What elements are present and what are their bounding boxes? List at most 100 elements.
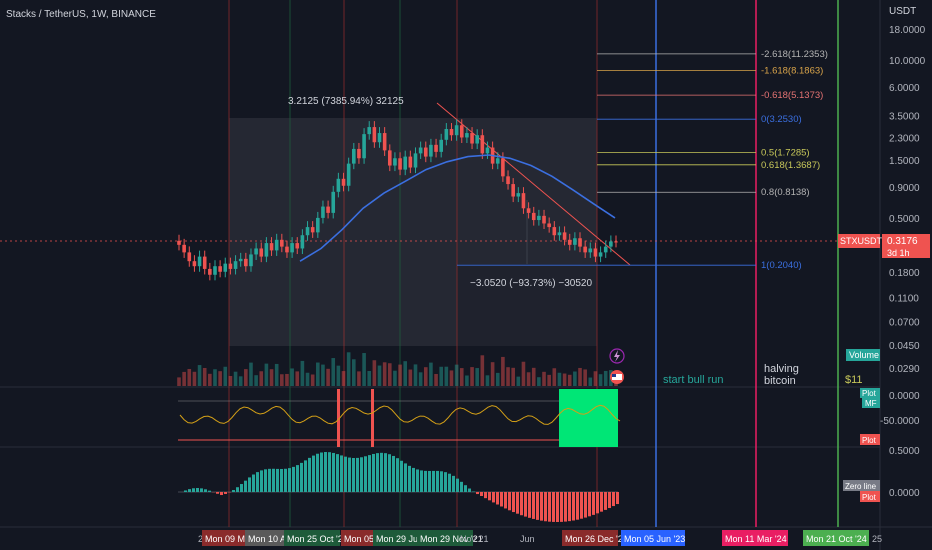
candle-body[interactable] [274,239,279,251]
candle-body[interactable] [398,158,402,170]
candle-body[interactable] [197,256,202,267]
candle-body[interactable] [228,263,233,269]
candle-body[interactable] [249,254,253,267]
candle-body[interactable] [511,184,515,197]
candle-body[interactable] [583,246,587,253]
moving-average-line[interactable] [299,154,616,262]
candle-body[interactable] [485,147,490,154]
candle-body[interactable] [341,178,346,186]
candle-body[interactable] [182,244,186,253]
measure-box-fall[interactable] [457,264,597,346]
candle-body[interactable] [439,139,443,152]
candle-body[interactable] [598,252,603,257]
candle-body[interactable] [408,156,413,168]
candle-body[interactable] [238,258,243,262]
candle-body[interactable] [593,248,598,257]
candle-body[interactable] [357,148,361,159]
candle-body[interactable] [557,232,562,236]
candle-body[interactable] [192,261,197,267]
candle-body[interactable] [259,248,264,257]
candle-body[interactable] [434,144,438,152]
fib-levels[interactable]: -2.618(11.2353) -1.618(8.1863) -0.618(5.13… [457,49,828,271]
candle-body[interactable] [393,158,397,166]
candle-body[interactable] [418,147,423,154]
osc-bar [260,470,263,492]
candle-body[interactable] [285,246,289,253]
candle-body[interactable] [506,176,510,185]
candle-body[interactable] [346,163,351,186]
downtrend-line[interactable] [436,102,631,266]
candle-body[interactable] [465,133,469,138]
candle-body[interactable] [326,206,330,213]
candle-body[interactable] [429,144,433,157]
candle-body[interactable] [495,158,500,164]
candle-body[interactable] [372,127,377,143]
us-flag-icon[interactable] [610,370,624,384]
candle-body[interactable] [480,135,485,154]
candle-body[interactable] [295,243,300,249]
mf-line[interactable] [179,404,621,425]
candle-body[interactable] [475,135,479,144]
candle-body[interactable] [609,241,613,247]
candle-body[interactable] [542,215,546,224]
candle-body[interactable] [444,129,449,140]
candle-body[interactable] [310,227,315,233]
candle-body[interactable] [254,248,258,255]
candle-body[interactable] [336,178,341,192]
volume-bar [454,364,459,386]
candle-body[interactable] [459,125,464,138]
candle-body[interactable] [537,215,541,221]
candle-body[interactable] [300,235,305,249]
candle-body[interactable] [470,133,474,144]
candle-body[interactable] [362,134,366,159]
candle-body[interactable] [202,256,207,269]
candle-body[interactable] [413,153,418,168]
candle-body[interactable] [614,241,618,243]
candle-body[interactable] [208,268,212,275]
candle-body[interactable] [264,243,269,257]
price-axis[interactable]: 18.0000 10.0000 6.0000 3.5000 2.3000 1.5000 0.… [889,25,926,375]
candle-body[interactable] [387,150,392,166]
candle-body[interactable] [501,158,505,177]
candle-body[interactable] [331,191,336,213]
candle-body[interactable] [290,243,294,253]
candle-body[interactable] [521,193,526,209]
candle-body[interactable] [547,223,551,228]
candle-body[interactable] [567,239,572,245]
candle-body[interactable] [213,266,217,275]
candle-body[interactable] [352,148,356,164]
candle-body[interactable] [403,156,408,170]
candle-body[interactable] [588,248,593,253]
candle-body[interactable] [316,217,320,233]
candle-body[interactable] [280,239,284,247]
candle-body[interactable] [423,147,428,157]
candle-body[interactable] [526,208,531,213]
candle-body[interactable] [516,193,521,197]
volume-bar [480,355,485,386]
candles[interactable] [177,119,618,281]
candle-body[interactable] [578,238,582,247]
candle-body[interactable] [552,227,557,236]
candle-body[interactable] [321,206,325,218]
candle-body[interactable] [244,258,248,267]
candle-body[interactable] [382,133,387,151]
candle-body[interactable] [531,212,536,221]
candle-body[interactable] [454,125,459,136]
candle-body[interactable] [377,133,382,143]
candle-body[interactable] [177,240,181,245]
candle-body[interactable] [233,261,238,269]
osc-bar [400,460,403,492]
candle-body[interactable] [305,227,310,236]
candle-body[interactable] [223,263,228,272]
candle-body[interactable] [449,129,454,136]
candle-body[interactable] [218,266,222,272]
candle-body[interactable] [269,243,274,251]
lightning-icon[interactable] [609,348,625,364]
candle-body[interactable] [367,127,372,135]
candle-body[interactable] [562,232,567,240]
candle-body[interactable] [187,252,192,262]
candle-body[interactable] [573,238,577,245]
candle-body[interactable] [603,246,608,253]
